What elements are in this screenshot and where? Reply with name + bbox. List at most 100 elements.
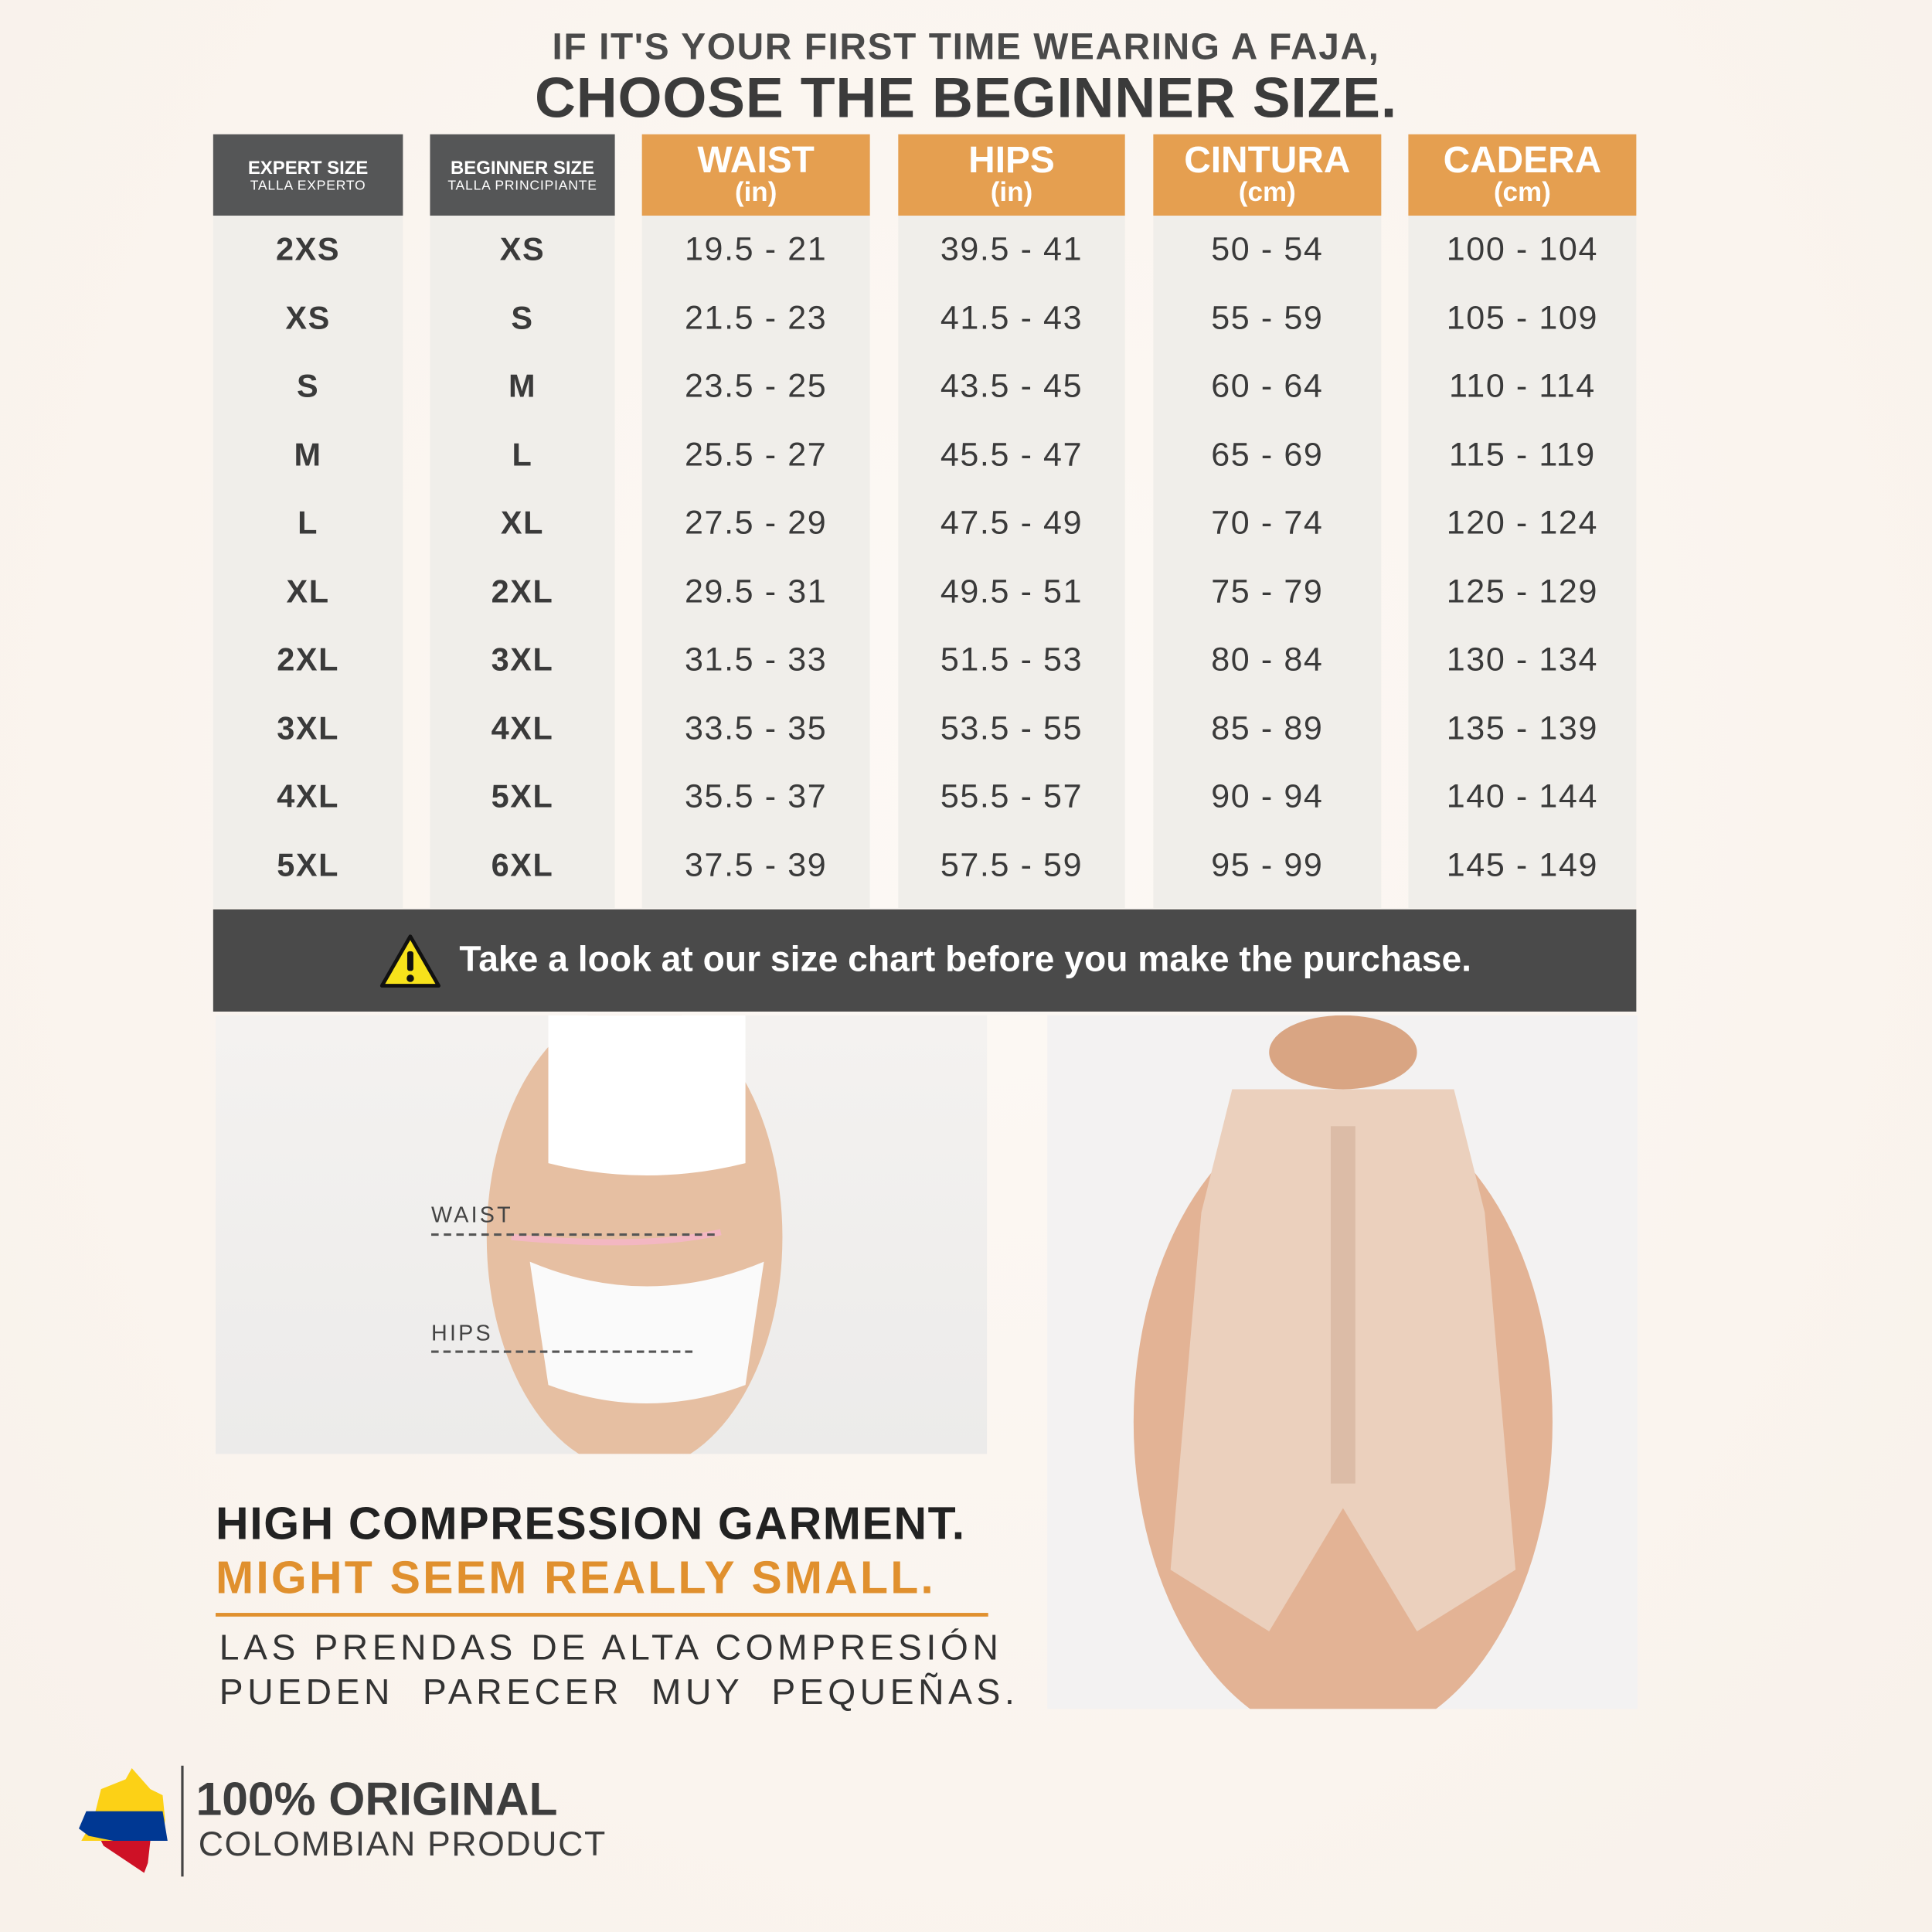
- column-header: WAIST (in): [641, 134, 870, 216]
- hips-line: [431, 1350, 693, 1353]
- table-cell: S: [511, 299, 534, 336]
- table-cell: 115 - 119: [1448, 436, 1596, 473]
- column-header: CINTURA (cm): [1153, 134, 1382, 216]
- header-subtitle: (cm): [1238, 175, 1296, 207]
- header-title: HIPS: [968, 140, 1055, 182]
- table-cell: 55.5 - 57: [940, 777, 1083, 815]
- table-cell: 60 - 64: [1211, 367, 1324, 405]
- footer-divider: [181, 1765, 184, 1877]
- header-title: WAIST: [697, 140, 815, 182]
- table-cell: 19.5 - 21: [685, 230, 828, 268]
- table-cell: 33.5 - 35: [685, 709, 828, 747]
- table-cell: 140 - 144: [1446, 777, 1599, 815]
- warning-banner: Take a look at our size chart before you…: [213, 909, 1637, 1012]
- waist-label: WAIST: [431, 1202, 513, 1228]
- column-hips-in: HIPS (in) 39.5 - 41 41.5 - 43 43.5 - 45 45.5 …: [898, 134, 1125, 909]
- table-cell: XS: [499, 230, 546, 268]
- orange-divider: [216, 1613, 988, 1617]
- table-cell: 3XL: [277, 709, 340, 747]
- table-cell: 45.5 - 47: [940, 436, 1083, 473]
- table-cell: 39.5 - 41: [940, 230, 1083, 268]
- table-cell: 5XL: [491, 777, 554, 815]
- table-cell: 2XL: [491, 572, 554, 610]
- column-cintura-cm: CINTURA (cm) 50 - 54 55 - 59 60 - 64 65 - 69 7…: [1153, 134, 1382, 909]
- table-cell: 50 - 54: [1211, 230, 1324, 268]
- table-cell: S: [296, 367, 320, 405]
- table-cell: 41.5 - 43: [940, 299, 1083, 336]
- table-cell: 145 - 149: [1446, 845, 1599, 883]
- table-cell: 43.5 - 45: [940, 367, 1083, 405]
- column-header: EXPERT SIZE TALLA EXPERTO: [213, 134, 403, 216]
- column-cadera-cm: CADERA (cm) 100 - 104 105 - 109 110 - 114 115…: [1408, 134, 1637, 909]
- table-cell: XL: [286, 572, 330, 610]
- table-cell: 130 - 134: [1446, 641, 1599, 679]
- column-header: BEGINNER SIZE TALLA PRINCIPIANTE: [430, 134, 615, 216]
- table-cell: 6XL: [491, 845, 554, 883]
- column-expert-size: EXPERT SIZE TALLA EXPERTO 2XS XS S M L XL 2XL 3XL…: [213, 134, 403, 909]
- table-cell: 57.5 - 59: [940, 845, 1083, 883]
- notice-line1: HIGH COMPRESSION GARMENT.: [216, 1498, 966, 1549]
- table-cell: 2XS: [276, 230, 341, 268]
- table-cell: 31.5 - 33: [685, 641, 828, 679]
- table-cell: 95 - 99: [1211, 845, 1324, 883]
- column-header: CADERA (cm): [1408, 134, 1637, 216]
- table-cell: 55 - 59: [1211, 299, 1324, 336]
- table-cell: 29.5 - 31: [685, 572, 828, 610]
- table-cell: 21.5 - 23: [685, 299, 828, 336]
- garment-photo: [1047, 1015, 1638, 1709]
- header-title: CINTURA: [1184, 140, 1351, 182]
- table-cell: 23.5 - 25: [685, 367, 828, 405]
- table-cell: 53.5 - 55: [940, 709, 1083, 747]
- notice-spanish2: PUEDEN PARECER MUY PEQUEÑAS.: [219, 1673, 1019, 1713]
- table-cell: 70 - 74: [1211, 504, 1324, 542]
- footer-subtitle: COLOMBIAN PRODUCT: [198, 1825, 607, 1863]
- table-cell: 90 - 94: [1211, 777, 1324, 815]
- table-cell: 80 - 84: [1211, 641, 1324, 679]
- header-subtitle: (in): [990, 175, 1033, 207]
- table-cell: 3XL: [491, 641, 554, 679]
- column-header: HIPS (in): [898, 134, 1125, 216]
- table-cell: 65 - 69: [1211, 436, 1324, 473]
- table-cell: 35.5 - 37: [685, 777, 828, 815]
- notice-line2: MIGHT SEEM REALLY SMALL.: [216, 1552, 937, 1604]
- table-cell: XL: [500, 504, 545, 542]
- header-subtitle: (cm): [1493, 175, 1551, 207]
- warning-icon: [379, 934, 440, 988]
- notice-spanish1: LAS PRENDAS DE ALTA COMPRESIÓN: [219, 1628, 1003, 1668]
- table-cell: 125 - 129: [1446, 572, 1599, 610]
- table-cell: 4XL: [491, 709, 554, 747]
- footer-title: 100% ORIGINAL: [196, 1774, 558, 1826]
- warning-text: Take a look at our size chart before you…: [459, 940, 1472, 980]
- table-cell: 5XL: [277, 845, 340, 883]
- headline-line1: IF IT'S YOUR FIRST TIME WEARING A FAJA,: [552, 27, 1380, 68]
- table-cell: 4XL: [277, 777, 340, 815]
- table-cell: 75 - 79: [1211, 572, 1324, 610]
- table-cell: M: [508, 367, 537, 405]
- table-cell: 25.5 - 27: [685, 436, 828, 473]
- table-cell: 37.5 - 39: [685, 845, 828, 883]
- table-cell: M: [294, 436, 322, 473]
- measurement-photo: WAIST HIPS: [216, 1015, 988, 1454]
- header-title: BEGINNER SIZE: [451, 157, 595, 179]
- table-cell: 100 - 104: [1446, 230, 1599, 268]
- garment-model: [1133, 1015, 1553, 1709]
- header-subtitle: (in): [734, 175, 777, 207]
- waist-line: [431, 1233, 715, 1236]
- table-cell: 2XL: [277, 641, 340, 679]
- table-cell: 110 - 114: [1448, 367, 1596, 405]
- table-cell: 105 - 109: [1446, 299, 1599, 336]
- hips-label: HIPS: [431, 1321, 493, 1346]
- table-cell: 51.5 - 53: [940, 641, 1083, 679]
- header-title: EXPERT SIZE: [247, 157, 369, 179]
- column-waist-in: WAIST (in) 19.5 - 21 21.5 - 23 23.5 - 25 25.5…: [641, 134, 870, 909]
- table-cell: 85 - 89: [1211, 709, 1324, 747]
- table-cell: 135 - 139: [1446, 709, 1599, 747]
- table-cell: XS: [285, 299, 331, 336]
- table-cell: L: [298, 504, 319, 542]
- column-beginner-size: BEGINNER SIZE TALLA PRINCIPIANTE XS S M L XL 2X…: [430, 134, 615, 909]
- table-cell: 27.5 - 29: [685, 504, 828, 542]
- header-subtitle: TALLA PRINCIPIANTE: [447, 178, 597, 193]
- table-cell: L: [512, 436, 533, 473]
- headline-line2: CHOOSE THE BEGINNER SIZE.: [534, 65, 1398, 130]
